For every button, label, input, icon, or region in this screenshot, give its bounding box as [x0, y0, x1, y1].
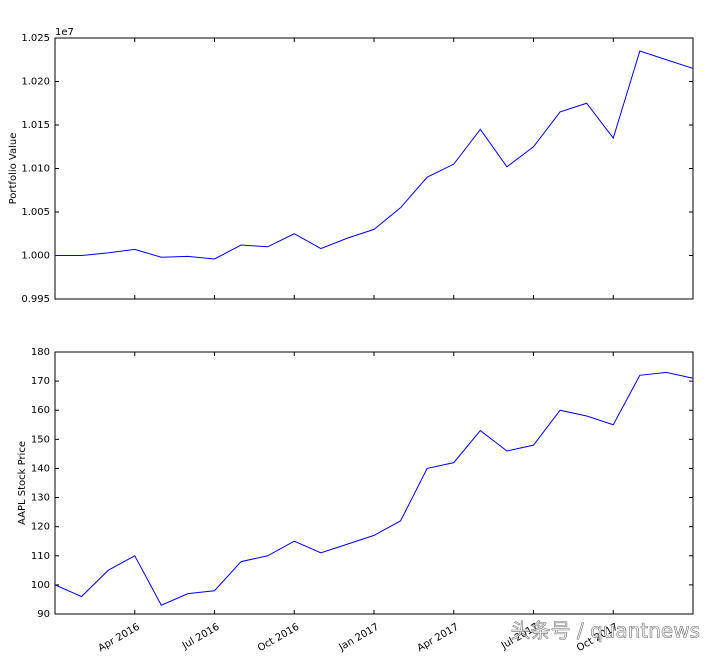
y-tick-label: 1.010: [21, 164, 50, 175]
x-tick-label: Jan 2017: [336, 622, 381, 654]
line-series: [54, 371, 694, 606]
y-tick-label: 1.000: [21, 251, 50, 262]
y-tick-label: 120: [31, 522, 50, 533]
y-tick-label: 0.995: [21, 294, 50, 305]
x-tick-label: Jul 2016: [180, 622, 222, 652]
plot-area: [54, 351, 694, 615]
y-tick-label: 1.025: [21, 33, 50, 44]
plot-area: [54, 37, 694, 300]
y-tick-label: 110: [31, 551, 50, 562]
y-tick-label: 180: [31, 347, 50, 358]
line-series: [55, 50, 694, 260]
y-tick-label: 170: [31, 376, 50, 387]
x-tick-label: Apr 2017: [415, 622, 460, 654]
offset-label: 1e7: [55, 27, 74, 38]
y-tick-label: 1.020: [21, 77, 50, 88]
y-tick-label: 90: [37, 609, 50, 620]
y-axis-label: AAPL Stock Price: [17, 441, 28, 525]
y-tick-label: 160: [31, 405, 50, 416]
y-tick-label: 100: [31, 580, 50, 591]
x-tick-label: Apr 2016: [96, 622, 141, 654]
y-axis-label: Portfolio Value: [8, 133, 19, 205]
y-tick-label: 1.015: [21, 120, 50, 131]
y-tick-label: 150: [31, 434, 50, 445]
y-tick-label: 140: [31, 463, 50, 474]
x-tick-label: Oct 2016: [256, 622, 301, 654]
watermark: 头条号 / quantnews: [511, 619, 700, 643]
y-tick-label: 1.005: [21, 207, 50, 218]
y-tick-label: 130: [31, 493, 50, 504]
